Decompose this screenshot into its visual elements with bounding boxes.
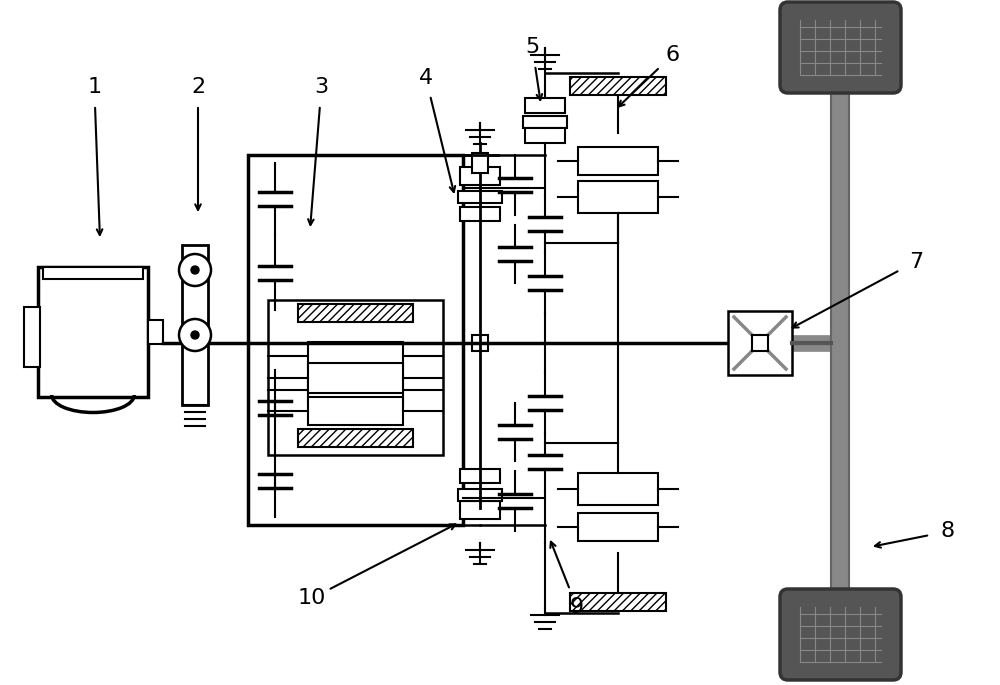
- Bar: [308, 363, 403, 393]
- Bar: [460, 469, 500, 483]
- Circle shape: [179, 319, 211, 351]
- Bar: [578, 181, 658, 213]
- Bar: [24, 307, 40, 367]
- Bar: [308, 342, 403, 370]
- Bar: [523, 116, 567, 128]
- Bar: [458, 489, 502, 501]
- Bar: [578, 473, 658, 505]
- Bar: [460, 167, 500, 185]
- Bar: [578, 513, 658, 541]
- Bar: [458, 191, 502, 203]
- Bar: [248, 155, 463, 525]
- Text: 6: 6: [666, 45, 680, 64]
- Bar: [752, 335, 768, 351]
- Text: 4: 4: [419, 68, 433, 88]
- Bar: [298, 429, 413, 447]
- Circle shape: [191, 266, 199, 274]
- Bar: [570, 593, 666, 611]
- Bar: [460, 207, 500, 221]
- Bar: [182, 245, 208, 405]
- Text: 1: 1: [87, 77, 101, 97]
- Text: 9: 9: [570, 597, 584, 616]
- FancyBboxPatch shape: [780, 2, 901, 93]
- Text: 8: 8: [941, 521, 955, 541]
- Bar: [43, 267, 143, 279]
- Bar: [728, 311, 792, 375]
- Text: 7: 7: [909, 251, 923, 271]
- Bar: [472, 153, 488, 173]
- Bar: [525, 98, 565, 113]
- Bar: [308, 375, 403, 405]
- Text: 2: 2: [191, 77, 205, 97]
- FancyBboxPatch shape: [780, 589, 901, 680]
- Bar: [570, 77, 666, 95]
- Bar: [472, 335, 488, 351]
- Circle shape: [179, 254, 211, 286]
- Text: 3: 3: [314, 77, 328, 97]
- Bar: [578, 147, 658, 175]
- Bar: [298, 304, 413, 322]
- Circle shape: [191, 331, 199, 339]
- Text: 10: 10: [298, 588, 326, 608]
- Bar: [148, 320, 163, 344]
- Bar: [525, 128, 565, 143]
- Bar: [38, 267, 148, 397]
- Bar: [308, 397, 403, 425]
- Bar: [460, 501, 500, 519]
- Text: 5: 5: [525, 37, 539, 58]
- Bar: [831, 85, 849, 597]
- Bar: [268, 300, 443, 455]
